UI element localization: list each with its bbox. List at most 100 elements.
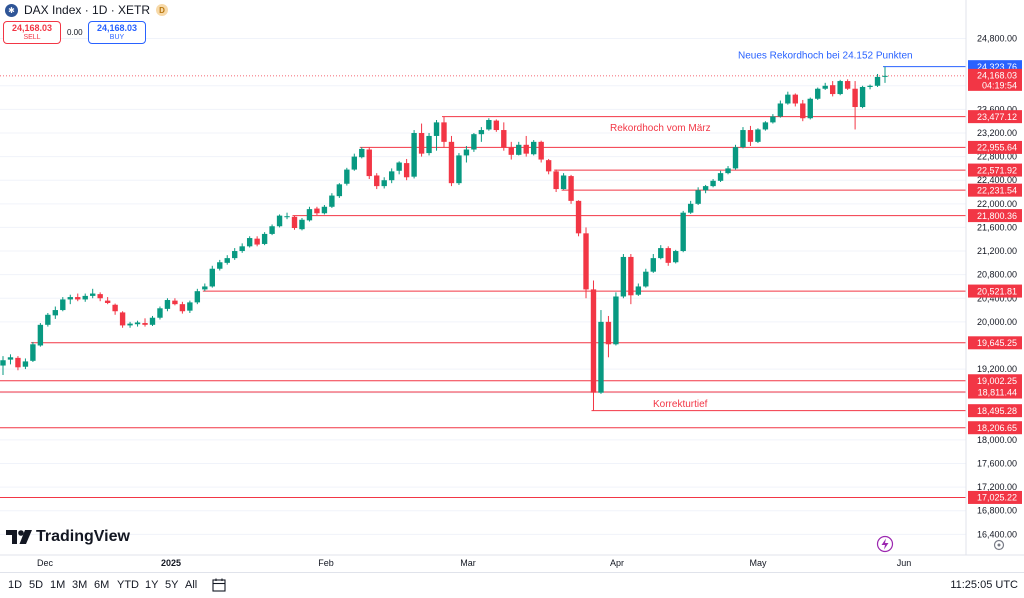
level-tag: [968, 209, 1022, 223]
candle-body: [441, 122, 447, 142]
utc-clock[interactable]: 11:25:05 UTC: [950, 579, 1018, 591]
level-tag-label: 19,002.25: [977, 376, 1017, 386]
candle-body: [60, 299, 66, 311]
level-tag: [968, 490, 1022, 504]
candle-body: [351, 156, 357, 170]
annotation-label: Rekordhoch vom März: [610, 123, 711, 134]
timeframe-3m[interactable]: 3M: [72, 579, 88, 591]
candle-body: [7, 357, 14, 360]
candle-body: [844, 81, 851, 89]
timeframe-5d[interactable]: 5D: [29, 579, 44, 591]
candle-body: [336, 184, 343, 197]
timeframe-5y[interactable]: 5Y: [165, 579, 179, 591]
candle-body: [119, 312, 126, 326]
candle-body: [673, 251, 679, 263]
price-tick-label: 24,800.00: [977, 34, 1017, 44]
timeframe-all[interactable]: All: [185, 579, 198, 591]
timeframe-1m[interactable]: 1M: [50, 579, 66, 591]
candle-body: [187, 302, 193, 311]
candle-body: [695, 190, 701, 204]
candle-body: [658, 248, 664, 259]
candle-body: [426, 135, 432, 154]
candle-body: [725, 168, 731, 174]
goto-realtime-icon[interactable]: [876, 535, 894, 553]
candle-body: [299, 219, 305, 230]
timeframe-1d[interactable]: 1D: [8, 579, 23, 591]
candle-body: [837, 81, 843, 95]
time-tick-label: Mar: [460, 558, 476, 568]
candle-body: [164, 300, 171, 309]
candle-body: [710, 180, 716, 187]
chart-header: ✱ DAX Index · 1D · XETR D: [5, 2, 169, 18]
candle-body: [785, 94, 791, 104]
candle-body: [82, 295, 88, 300]
price-tick-label: 23,200.00: [977, 128, 1017, 138]
candle-body: [829, 85, 836, 95]
tradingview-logo-icon: [6, 530, 32, 544]
timeframe-1y[interactable]: 1Y: [145, 579, 159, 591]
candle-body: [553, 171, 559, 190]
price-tick-label: 16,800.00: [977, 506, 1017, 516]
candle-body: [792, 94, 798, 104]
data-delay-badge[interactable]: D: [156, 4, 169, 16]
candle-body: [478, 130, 485, 135]
price-grid: [0, 38, 966, 535]
candle-body: [807, 98, 813, 119]
candle-body: [418, 132, 425, 154]
price-tick-label: 21,600.00: [977, 222, 1017, 232]
tradingview-logo[interactable]: TradingView: [6, 528, 130, 546]
settings-gear-icon[interactable]: [993, 539, 1005, 551]
candle-body: [531, 141, 537, 155]
candle-body: [815, 88, 821, 99]
price-tick-label: 19,200.00: [977, 364, 1017, 374]
candle-body: [112, 304, 118, 312]
candle-body: [822, 85, 828, 89]
candle-body: [456, 155, 462, 184]
candle-body: [202, 286, 208, 290]
candle-body: [411, 132, 417, 177]
candle-body: [224, 258, 230, 263]
candle-body: [605, 321, 612, 345]
price-tick-label: 17,200.00: [977, 482, 1017, 492]
price-tick-label: 18,000.00: [977, 435, 1017, 445]
spread-value: 0.00: [67, 28, 83, 37]
level-tag: [968, 336, 1022, 350]
candle-body: [381, 180, 387, 187]
level-tag-label: 18,811.44: [978, 387, 1017, 397]
time-tick-label: Dec: [37, 558, 54, 568]
bottom-toolbar: 1D 5D 1M 3M 6M YTD 1Y 5Y All 11:25:05 UT…: [0, 572, 1024, 598]
price-tick-label: 20,800.00: [977, 270, 1017, 280]
timeframe-ytd[interactable]: YTD: [117, 579, 139, 591]
time-tick-label: Apr: [610, 558, 624, 568]
candle-body: [366, 149, 372, 177]
level-tag-label: 22,571.92: [977, 165, 1017, 175]
candle-body: [209, 268, 215, 287]
candle-body: [388, 171, 395, 181]
record-level-tag-label: 24,323.76: [977, 62, 1017, 72]
sell-button[interactable]: 24,168.03 SELL: [3, 21, 61, 44]
time-tick-label: 2025: [161, 558, 181, 568]
candle-body: [291, 216, 298, 229]
tradingview-logo-text: TradingView: [36, 528, 130, 545]
timeframe-6m[interactable]: 6M: [94, 579, 110, 591]
price-tick-label: 16,400.00: [977, 529, 1017, 539]
candle-body: [261, 233, 268, 244]
candle-body: [635, 286, 642, 295]
candle-body: [15, 357, 21, 368]
candle-body: [217, 262, 223, 269]
candle-body: [859, 86, 866, 108]
buy-button[interactable]: 24,168.03 BUY: [88, 21, 146, 44]
candle-body: [321, 206, 328, 214]
price-tick-label: 23,600.00: [977, 104, 1017, 114]
symbol-title[interactable]: DAX Index · 1D · XETR: [24, 3, 151, 17]
candle-body: [396, 162, 402, 171]
candle-body: [613, 296, 619, 345]
level-tag-label: 21,800.36: [977, 211, 1017, 221]
candle-body: [90, 293, 96, 296]
candle-body: [747, 130, 754, 142]
date-range-icon[interactable]: [212, 578, 226, 592]
time-tick-label: Jun: [897, 558, 912, 568]
candle-body: [486, 120, 492, 130]
price-tick-label: 22,000.00: [977, 199, 1017, 209]
